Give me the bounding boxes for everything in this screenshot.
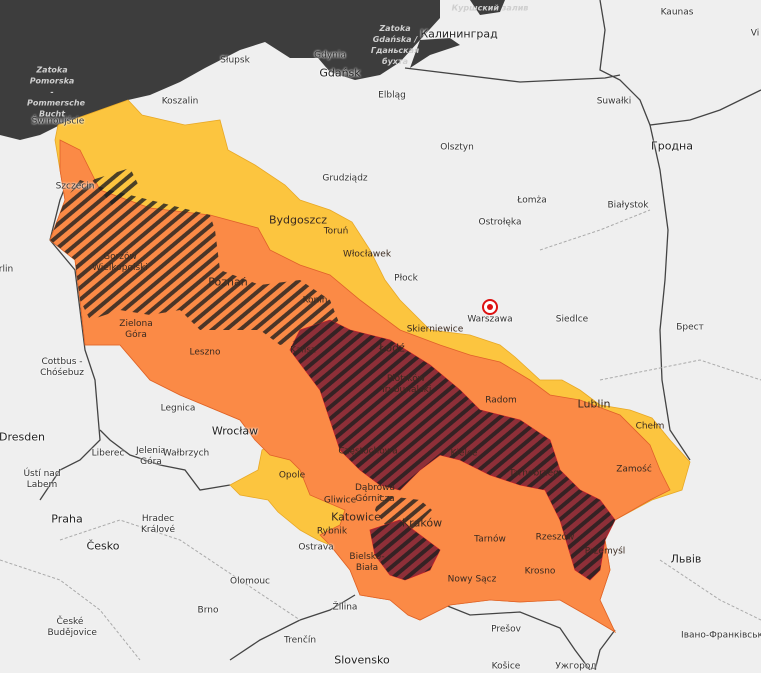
city-label: Rybnik xyxy=(316,526,348,537)
city-label: Płock xyxy=(394,273,418,284)
city-label: Брест xyxy=(676,322,704,333)
city-label: Skierniewice xyxy=(406,324,464,335)
city-label: Tarnobrzeg xyxy=(509,468,559,479)
region-borders xyxy=(0,209,761,661)
city-label: Львів xyxy=(670,552,702,566)
city-label: Łódź xyxy=(379,341,405,355)
city-label: Zielona Góra xyxy=(119,319,153,340)
city-label: Toruń xyxy=(323,226,349,237)
city-label: České Budějovice xyxy=(47,617,97,638)
warning-zone-yellow-hatched[interactable] xyxy=(92,168,140,205)
city-label: Tarnów xyxy=(474,534,506,545)
vistula-lagoon xyxy=(410,38,460,68)
city-label: Rzeszów xyxy=(535,532,575,543)
city-label: Gdynia xyxy=(314,50,346,61)
city-label: Chełm xyxy=(635,421,665,432)
city-label: Vi xyxy=(750,28,760,39)
city-label: Lublin xyxy=(577,397,611,411)
city-label: Kraków xyxy=(401,516,443,530)
city-label: Kaunas xyxy=(660,7,694,18)
city-label: Praha xyxy=(51,512,83,526)
city-label: Žilina xyxy=(332,602,358,613)
city-label: Hradec Králové xyxy=(141,514,175,535)
city-label: Krosno xyxy=(524,566,556,577)
city-label: Radom xyxy=(485,395,517,406)
city-label: Wrocław xyxy=(211,424,259,438)
city-label: Legnica xyxy=(160,403,196,414)
city-label: Івано-Франківськ xyxy=(681,630,761,641)
city-label: Wałbrzych xyxy=(162,448,210,459)
city-label: Gliwice xyxy=(323,495,357,506)
sea-label-gdansk-bay: Zatoka Gdańska / Гданьская бухта xyxy=(370,24,420,66)
sea-label-curonian: Куршский залив xyxy=(451,3,529,13)
city-label: Opole xyxy=(278,470,306,481)
city-label: Dąbrowa Górnicza xyxy=(355,483,396,504)
city-label: Bydgoszcz xyxy=(268,213,328,227)
city-label: Piotrków Trybunalski xyxy=(380,374,432,395)
city-label: Trenčín xyxy=(283,635,317,646)
city-label: Slovensko xyxy=(334,653,390,667)
city-label: Калининград xyxy=(420,27,498,41)
city-label: Ostrava xyxy=(298,542,334,553)
city-label: Elbląg xyxy=(378,90,406,101)
city-label: Dresden xyxy=(0,430,45,444)
city-label: Katowice xyxy=(331,510,381,524)
sea-label-pomeranian-bay: Zatoka Pomorska - Pommersche Bucht xyxy=(27,65,86,119)
city-label: Częstochowa xyxy=(338,446,398,457)
city-label: Kielce xyxy=(450,448,478,459)
city-label: Gorzów Wielkopolski xyxy=(92,252,148,273)
city-label: Zamość xyxy=(616,464,652,475)
city-label: Prešov xyxy=(491,624,521,635)
city-label: Olsztyn xyxy=(440,142,474,153)
city-label: Włocławek xyxy=(342,249,392,260)
city-label: Leszno xyxy=(189,347,221,358)
city-label: Konin xyxy=(302,295,328,306)
city-label: Łomża xyxy=(517,195,547,206)
city-label: Гродна xyxy=(651,139,693,153)
city-label: Grudziądz xyxy=(322,173,368,184)
city-label: rlin xyxy=(0,264,14,275)
city-label: Ужгород xyxy=(555,661,597,672)
city-label: Bielsko-Biała xyxy=(349,552,385,573)
city-label: Ostrołęka xyxy=(478,217,522,228)
city-label: Kalisz xyxy=(290,345,316,356)
warning-zone-orange-hatched-west[interactable] xyxy=(50,180,342,345)
warsaw-location-marker-icon[interactable] xyxy=(482,299,498,315)
city-label: Suwałki xyxy=(596,96,632,107)
city-label: Cottbus - Chóśebuz xyxy=(40,357,84,378)
city-label: Przemyśl xyxy=(584,546,626,557)
city-label: Olomouc xyxy=(229,576,271,587)
city-label: Słupsk xyxy=(220,55,250,66)
warning-zone-red-hatched[interactable] xyxy=(289,319,616,581)
city-label: Siedlce xyxy=(555,314,589,325)
city-label: Jelenia Góra xyxy=(136,446,166,467)
city-label: Brno xyxy=(197,605,219,616)
city-label: Košice xyxy=(491,661,521,672)
baltic-sea xyxy=(0,0,440,140)
city-label: Szczecin xyxy=(55,181,95,192)
city-label: Białystok xyxy=(607,200,649,211)
city-label: Ústí nad Labem xyxy=(23,469,61,490)
city-label: Gdańsk xyxy=(319,66,361,80)
city-label: Poznań xyxy=(208,275,248,289)
city-label: Koszalin xyxy=(161,96,199,107)
city-label: Liberec xyxy=(91,448,125,459)
city-label: Warszawa xyxy=(467,314,513,325)
curonian-lagoon xyxy=(470,0,505,15)
city-label: Nowy Sącz xyxy=(447,574,497,585)
city-label: Česko xyxy=(86,539,120,553)
city-label: Świnoujście xyxy=(31,116,85,127)
